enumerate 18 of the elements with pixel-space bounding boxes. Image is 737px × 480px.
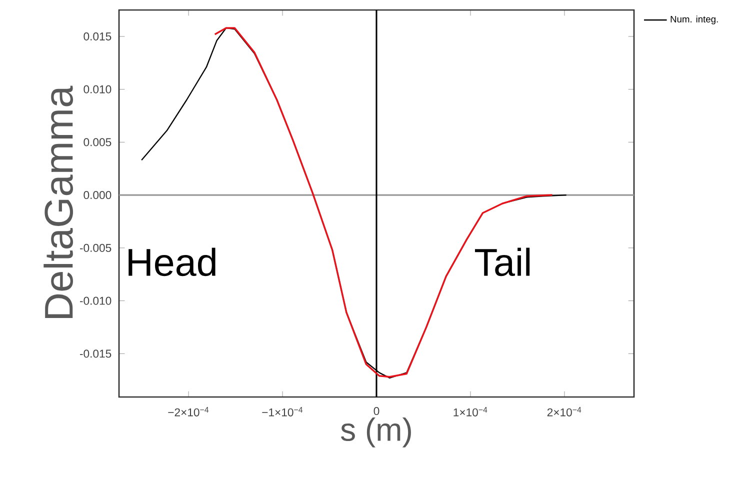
x-axis-title: s (m) [340, 418, 411, 448]
line-series [214, 27, 554, 378]
annotation: Tail [474, 248, 530, 276]
y-tick-label: 0.005 [84, 138, 112, 146]
y-tick-label: 0.015 [84, 32, 112, 40]
annotation: Head [128, 248, 216, 276]
y-axis-title: DeltaGamma [44, 86, 74, 318]
x-tick-label: −2×10$^{−4}$ [168, 407, 209, 416]
x-tick-label: 1×10$^{−4}$ [454, 407, 488, 416]
y-tick-label: -0.010 [80, 296, 112, 305]
y-tick-label: 0.000 [84, 191, 112, 200]
y-tick-label: -0.015 [80, 350, 112, 358]
x-tick-label: −1×10$^{−4}$ [262, 407, 303, 416]
y-tick-label: -0.005 [80, 244, 112, 252]
x-tick-label: 0 [374, 407, 380, 416]
y-tick-label: 0.010 [84, 85, 112, 94]
legend-label: Num. integ. [670, 16, 718, 24]
x-tick-label: 2×10$^{−4}$ [547, 407, 582, 416]
